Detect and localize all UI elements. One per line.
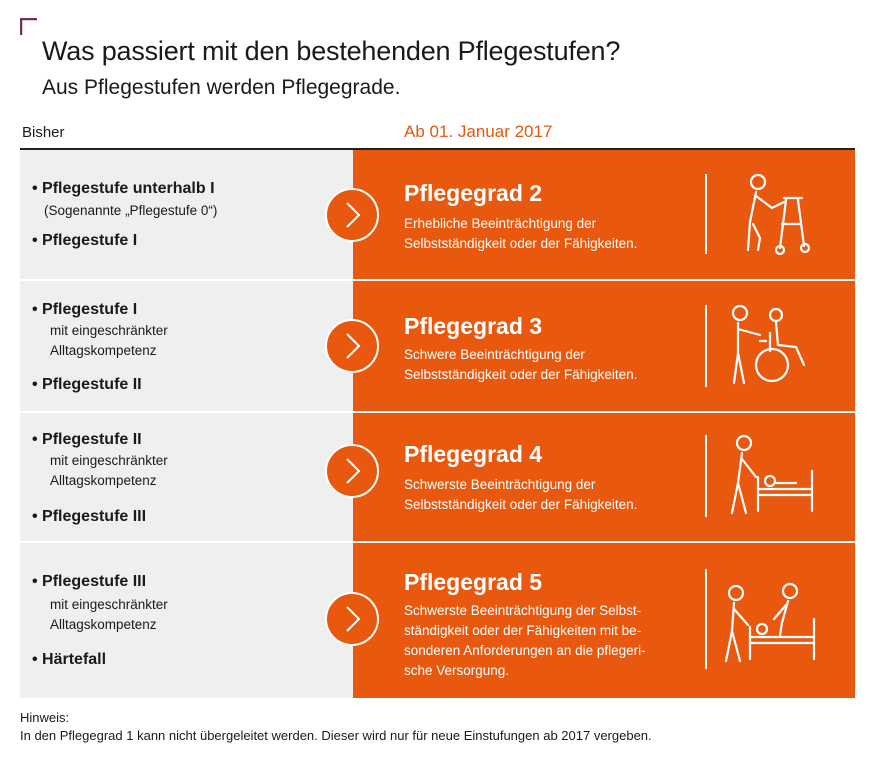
right-panel (353, 150, 855, 279)
right-panel (353, 281, 855, 411)
divider (705, 305, 707, 387)
old-level-item: Pflegestufe II (32, 431, 142, 449)
row-pflegegrad-2: Pflegestufe unterhalb I (Sogenannte „Pfl… (20, 150, 855, 279)
grade-description: Schwerste Beeinträchtigung der Selbst- s… (404, 603, 646, 678)
row-pflegegrad-5: Pflegestufe III mit eingeschränkter Allt… (20, 543, 855, 698)
grade-description: Schwere Beeinträchtigung der Selbstständ… (404, 347, 638, 382)
page-subtitle: Aus Pflegestufen werden Pflegegrade. (42, 76, 401, 99)
old-level-item: Pflegestufe I (32, 232, 137, 250)
right-panel (353, 543, 855, 698)
divider (705, 569, 707, 669)
old-level-item: Pflegestufe II (32, 376, 142, 394)
row-separator (20, 541, 855, 543)
arrow-right-icon (325, 444, 379, 498)
arrow-right-icon (325, 319, 379, 373)
person-at-bed-icon (730, 434, 814, 515)
header-rule (20, 148, 855, 150)
divider (705, 435, 707, 517)
old-level-item: Pflegestufe unterhalb I (32, 180, 214, 198)
old-level-item: Härtefall (32, 651, 106, 669)
wheelchair-assist-icon (731, 304, 806, 385)
old-level-item: Pflegestufe III (32, 573, 146, 591)
column-header-left: Bisher (22, 124, 65, 141)
grade-description: Schwerste Beeinträchtigung der Selbststä… (404, 477, 638, 512)
old-level-note: mit eingeschränkter Alltagskompetenz (50, 323, 168, 358)
divider (705, 174, 707, 254)
arrow-right-icon (325, 188, 379, 242)
old-level-item: Pflegestufe I (32, 301, 137, 319)
footer-note-text: In den Pflegegrad 1 kann nicht übergelei… (20, 728, 652, 743)
column-header-right: Ab 01. Januar 2017 (404, 122, 553, 141)
row-pflegegrad-3: Pflegestufe I mit eingeschränkter Alltag… (20, 281, 855, 411)
person-with-walker-icon (746, 173, 811, 256)
left-panel (20, 543, 353, 698)
old-level-item: Pflegestufe III (32, 508, 146, 526)
left-panel (20, 150, 353, 279)
old-level-note: mit eingeschränkter Alltagskompetenz (50, 597, 168, 632)
two-caregivers-at-bed-icon (724, 582, 816, 663)
corner-mark-icon (20, 18, 37, 35)
grade-title: Pflegegrad 5 (404, 569, 543, 595)
row-separator (20, 411, 855, 413)
row-pflegegrad-4: Pflegestufe II mit eingeschränkter Allta… (20, 413, 855, 541)
old-level-note: mit eingeschränkter Alltagskompetenz (50, 453, 168, 488)
row-separator (20, 279, 855, 281)
footer-note-label: Hinweis: (20, 710, 70, 725)
arrow-right-icon (325, 592, 379, 646)
old-level-note: (Sogenannte „Pflegestufe 0“) (44, 203, 218, 218)
grade-title: Pflegegrad 3 (404, 313, 543, 339)
page-title: Was passiert mit den bestehenden Pfleges… (42, 36, 621, 66)
grade-title: Pflegegrad 4 (404, 441, 543, 467)
grade-title: Pflegegrad 2 (404, 180, 543, 206)
grade-description: Erhebliche Beeinträchtigung der Selbstst… (404, 216, 638, 251)
